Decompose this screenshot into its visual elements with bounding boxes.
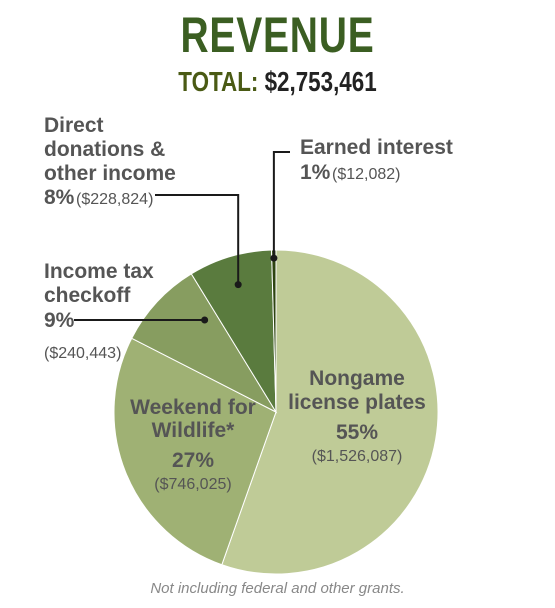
slice-label-line: Nongame — [309, 367, 405, 390]
slice-label-line: Income tax — [44, 260, 154, 283]
slice-amount-label: ($1,526,087) — [312, 448, 403, 465]
callout-dot — [234, 281, 242, 289]
callout-dot — [201, 316, 209, 324]
slice-amount-label: ($228,824) — [76, 191, 153, 208]
slice-percent-label: 9% — [44, 309, 75, 332]
footnote: Not including federal and other grants. — [150, 580, 405, 597]
slice-label-line: Direct — [44, 114, 104, 137]
slice-percent-label: 55% — [336, 421, 378, 444]
slice-amount-label: ($240,443) — [44, 345, 121, 362]
leader-line — [155, 194, 240, 285]
pie-slices — [113, 249, 439, 575]
pie-slice — [221, 249, 439, 575]
total-label: TOTAL: — [178, 66, 259, 97]
leader-line — [272, 151, 290, 259]
slice-label-line: checkoff — [44, 284, 131, 307]
chart-total: TOTAL: $2,753,461 — [56, 66, 500, 98]
slice-label-line: license plates — [288, 391, 426, 414]
slice-label-line: Wildlife* — [152, 419, 235, 442]
slice-label-line: Earned interest — [300, 136, 453, 159]
chart-title: REVENUE — [180, 7, 375, 63]
slice-percent-label: 1% — [300, 161, 331, 184]
callout-dot — [270, 254, 278, 262]
slice-label-line: donations & — [44, 138, 165, 161]
slice-amount-label: ($12,082) — [332, 166, 401, 183]
slice-percent-label: 8% — [44, 186, 75, 209]
slice-label-line: Weekend for — [130, 396, 256, 419]
pie-slice — [113, 337, 277, 566]
callout-leaders — [74, 151, 290, 324]
pie-slice — [131, 273, 278, 414]
slice-amount-label: ($746,025) — [154, 476, 231, 493]
slice-percent-label: 27% — [172, 449, 214, 472]
total-value: $2,753,461 — [264, 66, 377, 97]
slice-label-line: other income — [44, 162, 176, 185]
